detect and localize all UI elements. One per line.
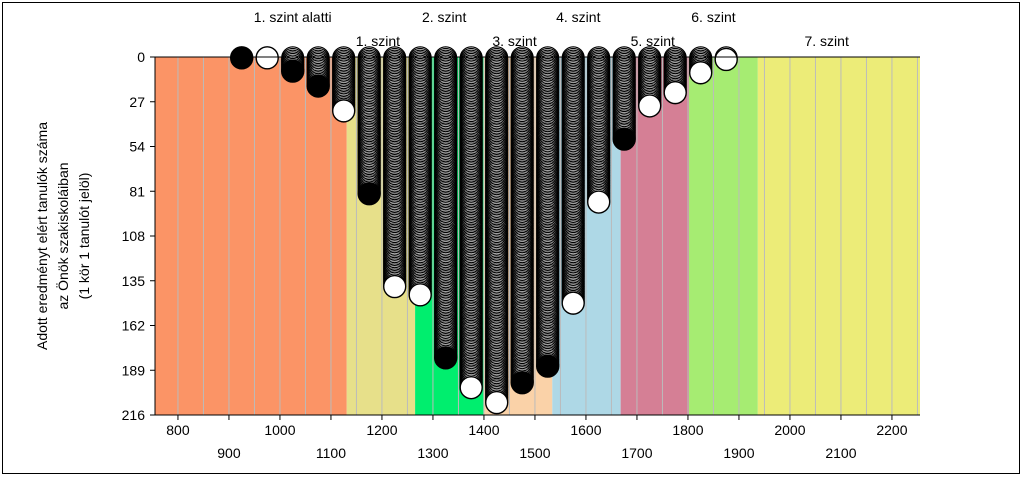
marker-column (485, 46, 509, 415)
marker-column (663, 46, 687, 105)
labels: 1. szint alatti 2. szint 4. szint 6. szint 1… (34, 9, 849, 350)
student-marker-last (332, 99, 356, 123)
marker-column (281, 46, 305, 83)
marker-column (332, 46, 356, 123)
student-marker-last (281, 59, 305, 83)
student-marker-last (434, 346, 458, 370)
x-tick-label-upper: 2000 (774, 422, 805, 438)
y-tick-label: 108 (122, 228, 146, 244)
level-label-bottom: 5. szint (631, 33, 675, 49)
student-marker-last (408, 283, 432, 307)
y-tick-label: 27 (129, 94, 145, 110)
student-marker-last (561, 291, 585, 315)
y-tick-label: 162 (122, 318, 146, 334)
level-label-top: 2. szint (422, 9, 466, 25)
marker-column (510, 46, 534, 395)
x-tick-label-lower: 2100 (825, 445, 856, 461)
student-marker-last (229, 46, 254, 70)
x-tick-label-upper: 1400 (468, 422, 499, 438)
y-tick-label: 216 (122, 407, 146, 423)
x-tick-label-lower: 1900 (723, 445, 754, 461)
x-tick-label-upper: 1200 (366, 422, 397, 438)
y-axis-label-line: (1 kör 1 tanulót jelöl) (76, 173, 92, 300)
x-tick-label-upper: 1600 (570, 422, 601, 438)
marker-column (459, 46, 483, 400)
level-label-bottom: 7. szint (804, 33, 848, 49)
marker-column (434, 46, 458, 370)
marker-column (536, 46, 560, 378)
marker-column (408, 46, 432, 307)
x-tick-label-lower: 1500 (519, 445, 550, 461)
x-tick-label-upper: 800 (166, 422, 190, 438)
student-marker-last (638, 94, 662, 118)
y-axis-label-line: az Önök szakiskoláiban (54, 162, 71, 309)
student-marker-last (663, 80, 687, 105)
x-tick-label-lower: 900 (217, 445, 241, 461)
student-markers (229, 46, 738, 415)
student-marker-last (612, 127, 636, 151)
marker-column (561, 46, 585, 315)
level-label-top: 6. szint (691, 9, 735, 25)
x-tick-label-upper: 1800 (672, 422, 703, 438)
student-marker-last (383, 274, 407, 299)
level-band-1 (155, 57, 347, 415)
marker-column (306, 46, 330, 98)
y-tick-label: 54 (129, 139, 145, 155)
level-band-7 (688, 57, 758, 415)
marker-column (689, 46, 713, 85)
marker-column (714, 46, 738, 72)
marker-column (612, 46, 636, 151)
student-marker-last (255, 46, 279, 70)
marker-column (255, 46, 279, 70)
student-marker-last (689, 61, 713, 85)
y-tick-label: 135 (122, 273, 146, 289)
marker-column (587, 46, 611, 214)
x-tick-label-lower: 1300 (417, 445, 448, 461)
marker-column (229, 46, 254, 70)
level-label-bottom: 1. szint (356, 33, 400, 49)
level-label-top: 1. szint alatti (254, 9, 332, 25)
level-band-8 (757, 57, 920, 415)
x-tick-label-lower: 1100 (316, 445, 346, 461)
y-tick-label: 189 (122, 362, 146, 378)
x-tick-label-upper: 1000 (264, 422, 295, 438)
student-marker-last (714, 47, 738, 72)
student-marker-last (587, 190, 611, 214)
level-label-bottom: 3. szint (492, 33, 536, 49)
student-marker-last (357, 182, 381, 206)
level-label-top: 4. szint (556, 9, 600, 25)
y-tick-label: 81 (129, 183, 145, 199)
student-marker-last (306, 74, 330, 98)
student-marker-last (510, 370, 534, 395)
student-marker-last (536, 354, 560, 378)
marker-column (357, 46, 381, 206)
x-tick-label-lower: 1700 (621, 445, 652, 461)
y-tick-label: 0 (137, 49, 145, 65)
y-axis-label-line: Adott eredményt elért tanulók száma (34, 122, 50, 350)
marker-column (383, 46, 407, 299)
student-marker-last (459, 375, 483, 400)
axes: 0 27 54 81 108 135 162 189 216 800 1000 1200 1400 160… (122, 49, 920, 461)
student-marker-last (485, 390, 509, 415)
x-tick-label-upper: 2200 (876, 422, 907, 438)
vertical-gridlines (177, 57, 918, 415)
